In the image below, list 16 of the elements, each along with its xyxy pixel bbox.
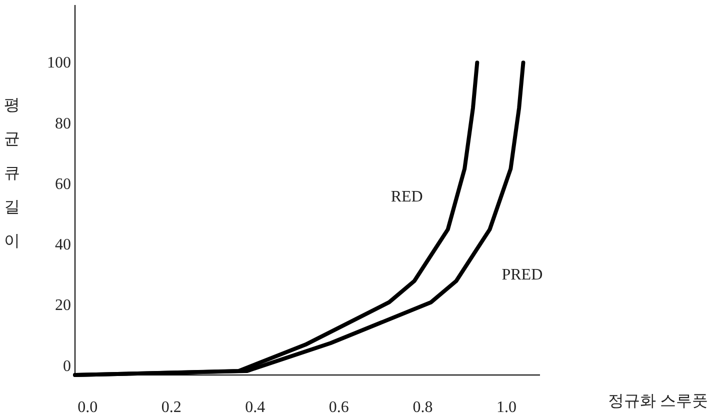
x-tick-label: 0.4	[245, 399, 266, 416]
x-tick-label: 0.2	[161, 399, 182, 416]
series-label: PRED	[502, 266, 543, 284]
x-tick-label: 1.0	[496, 399, 516, 416]
y-tick-label: 40	[55, 236, 71, 254]
x-tick-label: 0.6	[328, 399, 349, 416]
y-tick-label: 0	[63, 358, 71, 375]
x-tick-label: 0.8	[412, 399, 433, 416]
y-tick-label: 80	[55, 115, 71, 132]
x-tick-label: 0.0	[78, 399, 98, 416]
series-label: RED	[390, 188, 423, 206]
y-tick-label: 60	[55, 176, 71, 193]
y-tick-label: 100	[47, 54, 71, 72]
x-axis-title: 정규화 스루풋	[608, 393, 708, 410]
y-tick-label: 20	[55, 297, 71, 314]
y-axis-title: 평균큐길이	[4, 97, 20, 250]
